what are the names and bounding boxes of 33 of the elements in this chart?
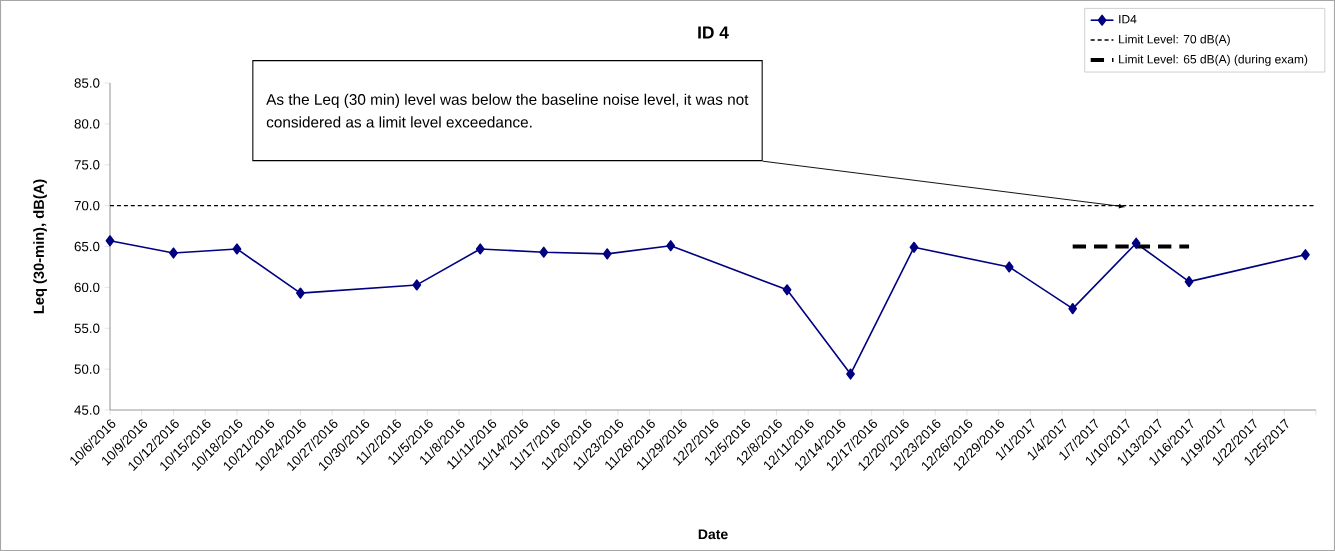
y-tick-label: 70.0 (74, 200, 100, 211)
y-tick-label: 50.0 (74, 364, 100, 374)
x-axis-title: Date (698, 529, 728, 540)
point (539, 246, 549, 258)
chart-title: ID 4 (698, 26, 729, 39)
annotation: As the Leq (30 min) level was below the baseline noise level, it was not considered as a limit level exceedance. (266, 93, 749, 128)
point (169, 247, 178, 259)
legend-label: ID4 (1119, 15, 1137, 24)
point (1068, 303, 1078, 315)
point (782, 284, 792, 296)
point (232, 243, 242, 255)
point (1184, 276, 1194, 288)
point (1301, 249, 1310, 261)
point (475, 243, 485, 255)
legend-label: Limit Level: 65 dB(A) (during exam) (1119, 54, 1308, 66)
point (1131, 237, 1141, 249)
point (296, 287, 305, 299)
point (666, 240, 676, 252)
y-tick-label: 60.0 (74, 282, 100, 293)
y-tick-label: 65.0 (74, 241, 100, 252)
y-tick-label: 45.0 (74, 405, 100, 415)
point (602, 248, 612, 260)
y-tick-label: 75.0 (74, 160, 100, 170)
y-tick-label: 85.0 (74, 78, 100, 88)
y-tick-label: 55.0 (74, 323, 100, 333)
point (909, 241, 919, 253)
point (412, 279, 422, 291)
legend-label: Limit Level: 70 dB(A) (1119, 34, 1230, 46)
point (846, 368, 855, 380)
y-tick-label: 80.0 (74, 119, 100, 129)
point (105, 235, 115, 247)
point (1004, 261, 1014, 273)
y-axis-title: Leq (30-min), dB(A) (33, 179, 47, 314)
